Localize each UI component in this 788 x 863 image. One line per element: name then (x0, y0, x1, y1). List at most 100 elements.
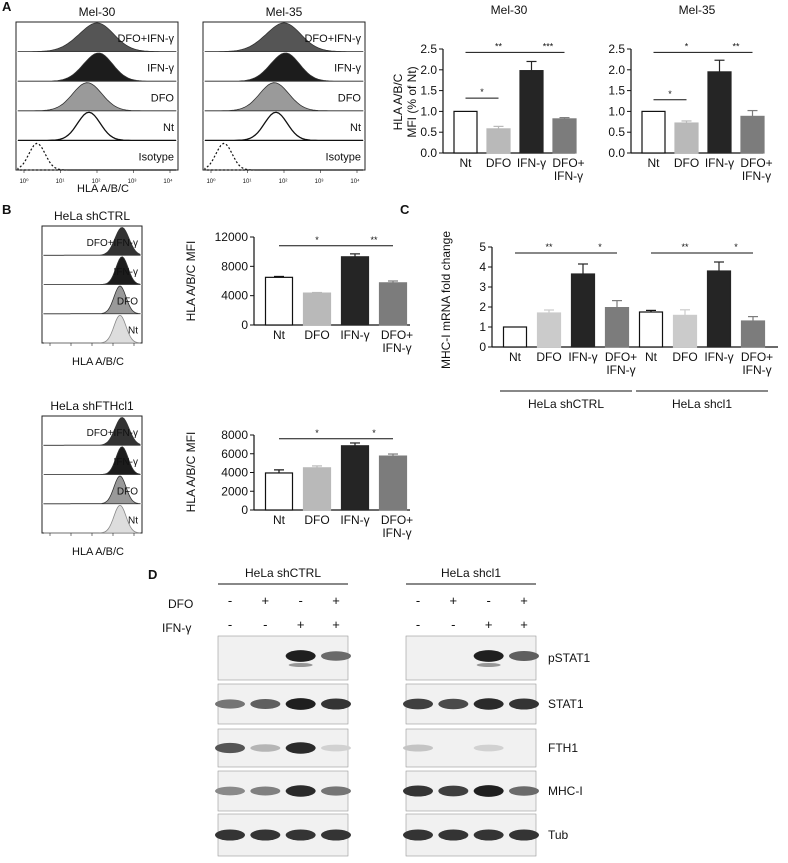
lane-ifn-sign: - (228, 617, 232, 632)
flow-row-label: Isotype (139, 152, 174, 164)
bar (552, 118, 577, 154)
blot-group-title: HeLa shcl1 (441, 566, 501, 580)
bar (519, 70, 544, 154)
blot-band (473, 785, 504, 797)
bar (740, 115, 765, 154)
flow-x-label: HLA A/B/C (72, 356, 124, 368)
y-axis-label: HLA A/B/C MFI (184, 432, 198, 513)
flow-histogram (44, 256, 141, 285)
lane-ifn-sign: + (332, 617, 340, 632)
y-tick-label: 0 (241, 503, 248, 517)
blot-band (215, 786, 245, 796)
blot-band (321, 698, 351, 710)
y-tick-label: 1.5 (420, 84, 437, 98)
y-tick-label: 1.5 (608, 84, 625, 98)
y-tick-label: 4 (479, 260, 486, 274)
x-tick-label: IFN-γ (340, 513, 369, 527)
x-tick-label: DFO (486, 156, 511, 170)
bar (340, 256, 370, 326)
blot-band (403, 785, 433, 797)
x-tick-label: DFO+ (740, 156, 772, 170)
lane-dfo-sign: - (228, 593, 232, 608)
blot-band (473, 829, 504, 841)
blot-band (438, 829, 469, 841)
bar (340, 445, 370, 511)
flow-row-label: Nt (163, 122, 174, 134)
flow-histogram (43, 475, 141, 505)
y-axis-label-line: MFI (% of Nt) (405, 66, 419, 137)
flow-decade-label: 10² (92, 179, 101, 185)
bar (570, 273, 596, 348)
flow-row-label: Isotype (326, 152, 361, 164)
bar (641, 110, 666, 154)
flow-row-label: DFO (151, 92, 175, 104)
bar (604, 307, 630, 348)
bar-chart-b-shfthcl1: 0 2000 4000 6000 8000 HLA A/B/C MFI Nt DFO IFN-γ… (184, 428, 413, 540)
chart-title: Mel-30 (491, 3, 528, 17)
x-tick-label: Nt (645, 350, 658, 364)
bar (378, 282, 408, 326)
y-tick-label: 0.0 (420, 146, 437, 160)
flow-title: HeLa shFTHcl1 (50, 399, 134, 413)
x-tick-label: DFO (304, 328, 329, 342)
flow-row-label: DFO+IFN-γ (87, 238, 138, 249)
bar (638, 311, 664, 348)
blot-band (509, 651, 539, 661)
bar (536, 312, 562, 348)
bar (453, 110, 478, 154)
flow-row-label: IFN-γ (114, 457, 138, 468)
lane-ifn-sign: - (451, 617, 455, 632)
x-tick-label: DFO (674, 156, 699, 170)
lane-dfo-sign: - (416, 593, 420, 608)
lane-dfo-sign: + (332, 593, 340, 608)
flow-histogram (205, 52, 363, 82)
blot-band (509, 829, 539, 841)
bar (264, 276, 294, 326)
flow-row-label: DFO+IFN-γ (87, 428, 138, 439)
y-tick-label: 2000 (221, 484, 248, 498)
flow-row-label: Nt (350, 122, 361, 134)
significance-label: ** (732, 41, 740, 51)
blot-band (473, 650, 504, 662)
bar (672, 314, 698, 348)
significance-label: * (315, 235, 319, 245)
y-tick-label: 1.0 (608, 104, 625, 118)
blot-band (321, 829, 351, 841)
significance-label: *** (543, 41, 554, 51)
bar (502, 326, 528, 348)
blot-band (285, 698, 316, 710)
group-label: HeLa shCTRL (528, 397, 604, 411)
bar (486, 128, 511, 154)
blot-band (403, 698, 433, 710)
blot-band (288, 663, 313, 667)
blot-band (473, 698, 504, 710)
y-tick-label: 0 (241, 318, 248, 332)
y-tick-label: 6000 (221, 447, 248, 461)
flow-histogram (44, 505, 141, 534)
x-tick-label: DFO+ (605, 350, 637, 364)
flow-histogram (43, 227, 141, 256)
y-tick-label: 2 (479, 300, 486, 314)
significance-label: * (598, 242, 602, 252)
bar (740, 320, 766, 348)
flow-decade-label: 10⁰ (19, 178, 29, 185)
bar (706, 270, 732, 348)
flow-row-label: DFO+IFN-γ (117, 33, 174, 45)
x-tick-label: Nt (273, 513, 286, 527)
y-tick-label: 5 (479, 240, 486, 254)
x-tick-label: Nt (648, 156, 661, 170)
flow-histogram (205, 82, 363, 112)
lane-dfo-sign: + (450, 593, 458, 608)
bar-charts: 0.0 0.5 1.0 1.5 2.0 2.5 Mel-30 HLA A/B/CMFI (% … (184, 3, 778, 540)
x-tick-label: IFN-γ (554, 169, 583, 183)
protein-label: pSTAT1 (548, 651, 591, 665)
x-tick-label: IFN-γ (742, 363, 771, 377)
bar (302, 467, 332, 511)
significance-label: * (668, 89, 672, 99)
flow-row-label: DFO (117, 296, 138, 307)
blot-band (509, 786, 539, 796)
significance-label: * (372, 428, 376, 438)
panel-label-a: A (2, 0, 12, 14)
